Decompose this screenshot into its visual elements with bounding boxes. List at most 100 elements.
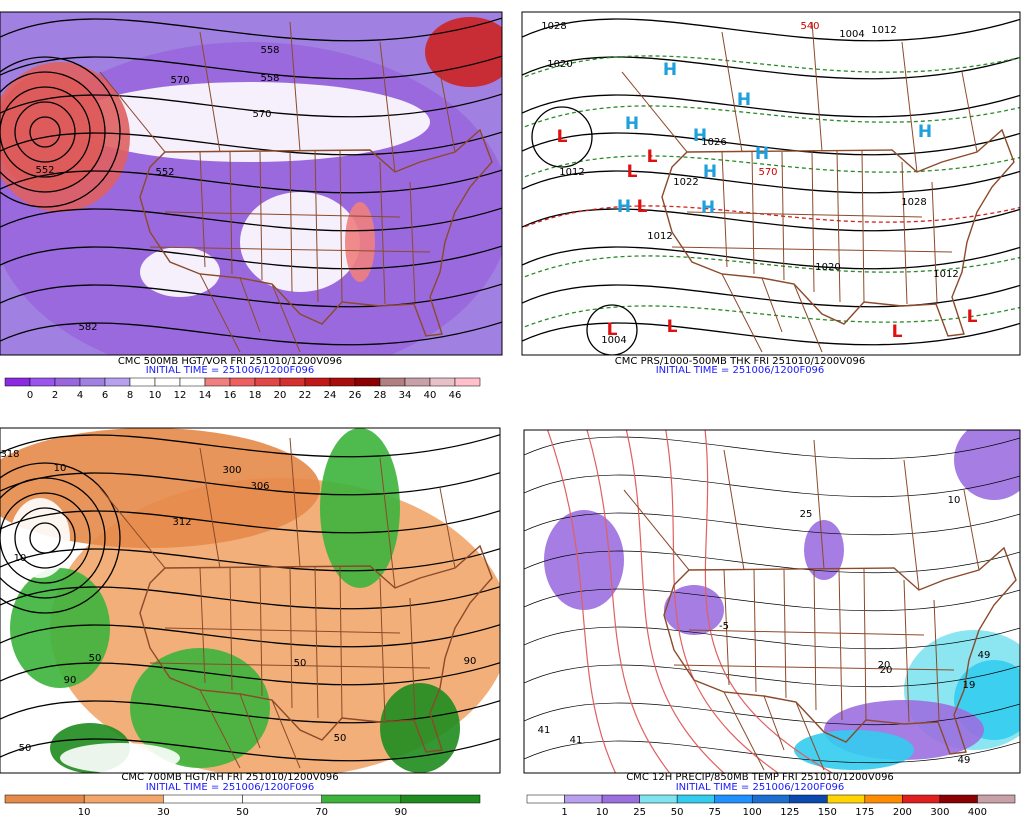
state-border (271, 699, 301, 769)
contour-label: 300 (222, 465, 241, 476)
colorbar-label: 24 (324, 390, 337, 401)
contour-label: 10 (54, 463, 67, 474)
state-border (903, 579, 910, 723)
state-border (961, 71, 978, 153)
contour-line (0, 131, 502, 156)
contour-line (0, 321, 502, 346)
state-border (379, 41, 396, 173)
low-contour (0, 71, 106, 193)
contour-line (0, 93, 502, 118)
contour-label: 50 (89, 653, 102, 664)
colorbar-label: 175 (855, 807, 874, 818)
pressure-center-label: H (918, 122, 932, 142)
contour-label: 312 (172, 517, 191, 528)
contour-label: 552 (35, 165, 54, 176)
contour-line (0, 169, 502, 194)
colorbar-label: 400 (968, 807, 987, 818)
contour-label: 19 (963, 680, 976, 691)
map-area: 558 558 570 570 552 552 582 (0, 12, 502, 355)
contour-line (522, 170, 1020, 194)
colorbar-swatch (329, 377, 356, 387)
shaded-area (345, 202, 375, 282)
low-contour (14, 507, 76, 569)
contour-line (522, 18, 1020, 42)
low-contour (0, 492, 91, 584)
contour-label: 570 (252, 109, 271, 120)
contour-line (0, 207, 502, 232)
state-border (99, 487, 166, 569)
state-border (901, 41, 918, 173)
panel-frame (0, 11, 503, 356)
contour-label: 50 (334, 733, 347, 744)
colorbar-label: 70 (315, 807, 328, 818)
temp-line (625, 430, 725, 773)
contour-line (0, 737, 500, 762)
contour-label: 306 (250, 481, 269, 492)
colorbar-swatch (977, 794, 1016, 804)
colorbar-swatch (751, 794, 791, 804)
contour-label: 1028 (541, 21, 566, 32)
contour-line (0, 623, 500, 648)
contour-line (0, 471, 500, 496)
state-border (239, 693, 261, 749)
contour-line (0, 17, 502, 42)
state-border (763, 695, 785, 751)
shaded-area (140, 247, 220, 297)
colorbar-label: 300 (930, 807, 949, 818)
contour-label: 558 (260, 73, 279, 84)
colorbar-swatch (526, 794, 565, 804)
state-border (931, 181, 938, 303)
contour-label: 20 (878, 660, 891, 671)
low-contour (0, 86, 91, 178)
colorbar-label: 100 (743, 807, 762, 818)
contour-label: 1012 (647, 231, 672, 242)
low-contour (0, 462, 121, 614)
state-border (903, 459, 920, 591)
state-border (199, 447, 221, 569)
state-border (838, 568, 843, 721)
state-border (314, 150, 319, 303)
shaded-area (804, 520, 844, 580)
state-border (379, 577, 386, 721)
state-border (836, 150, 841, 303)
contour-line (522, 322, 1020, 346)
contour-label: 570 (758, 167, 777, 178)
contour-line (524, 588, 1020, 612)
state-border (289, 150, 293, 293)
pressure-center-label: L (637, 197, 648, 217)
colorbar-label: 30 (157, 807, 170, 818)
initial-time: INITIAL TIME = 251006/1200F096 (146, 782, 315, 793)
state-border (901, 161, 908, 305)
contour-label: 49 (958, 755, 971, 766)
country-border (139, 544, 493, 753)
state-border (339, 150, 343, 303)
temp-line (586, 430, 671, 773)
state-border (439, 487, 456, 569)
temp-line (546, 430, 617, 773)
contour-label: 1012 (559, 167, 584, 178)
contour-label: 50 (19, 743, 32, 754)
colorbar-swatch (29, 377, 56, 387)
contour-label: 1020 (547, 59, 572, 70)
state-border (761, 277, 783, 333)
colorbar-swatch (676, 794, 715, 804)
shaded-area (10, 498, 70, 578)
thickness-line (522, 105, 1020, 129)
pressure-center-label: L (627, 162, 638, 182)
contour-label: 50 (294, 658, 307, 669)
contour-label: 41 (570, 735, 583, 746)
colorbar-label: 125 (780, 807, 799, 818)
colorbar-swatch (321, 794, 402, 804)
state-border (409, 181, 416, 303)
state-border (164, 627, 401, 634)
state-border (289, 437, 301, 568)
state-border (688, 629, 925, 636)
contour-label: 1004 (601, 335, 626, 346)
colorbar-label: 75 (708, 807, 721, 818)
pressure-center-label: H (755, 144, 769, 164)
state-border (199, 689, 241, 769)
colorbar-swatch (304, 377, 331, 387)
country-border (661, 128, 1015, 337)
